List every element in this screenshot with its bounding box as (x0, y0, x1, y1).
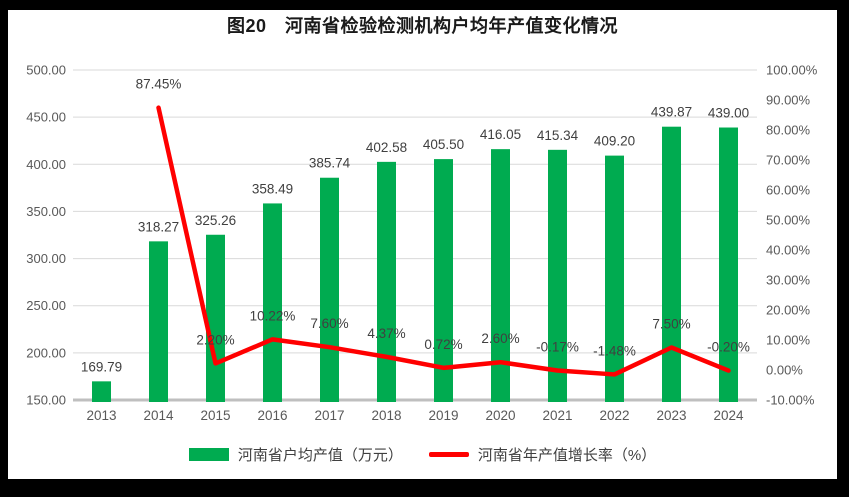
left-axis-tick-label: 400.00 (26, 157, 66, 172)
bar-value-label: 409.20 (594, 134, 635, 149)
left-axis-tick-label: 300.00 (26, 251, 66, 266)
line-value-label: 0.72% (424, 337, 462, 352)
line-value-label: -0.20% (707, 340, 750, 355)
bar-value-label: 415.34 (537, 128, 579, 143)
right-axis-tick-label: 70.00% (766, 153, 811, 168)
line-value-label: -0.17% (536, 340, 579, 355)
right-axis-tick-label: -10.00% (766, 393, 815, 408)
x-axis-tick-label: 2017 (314, 408, 344, 423)
right-axis-tick-label: 10.00% (766, 333, 811, 348)
left-axis-tick-label: 250.00 (26, 298, 66, 313)
bar-2021 (548, 149, 567, 402)
bar-2013 (92, 381, 111, 402)
line-value-label: 7.60% (310, 316, 348, 331)
chart-title: 图20 河南省检验检测机构户均年产值变化情况 (226, 16, 619, 36)
bar-value-label: 169.79 (81, 359, 122, 374)
line-value-label: 10.22% (250, 308, 296, 323)
bar-2015 (206, 234, 225, 402)
right-axis-tick-label: 0.00% (766, 363, 803, 378)
left-axis-tick-label: 200.00 (26, 345, 66, 360)
legend-label-bar-series: 河南省户均产值（万元） (237, 447, 403, 464)
bar-2023 (662, 126, 681, 402)
x-axis-tick-label: 2024 (713, 408, 744, 423)
x-axis-tick-label: 2018 (371, 408, 401, 423)
bar-value-label: 325.26 (195, 213, 236, 228)
left-axis-tick-label: 500.00 (26, 63, 66, 78)
line-value-label: -1.48% (593, 343, 636, 358)
x-axis-tick-label: 2013 (86, 408, 116, 423)
bar-value-label: 439.87 (651, 105, 692, 120)
bar-value-label: 402.58 (366, 140, 407, 155)
bar-series-swatch (188, 448, 229, 461)
left-axis-tick-label: 150.00 (26, 393, 66, 408)
legend-item-line-series: 河南省年产值增长率（%） (428, 444, 657, 465)
x-axis-tick-label: 2014 (143, 408, 174, 423)
line-value-label: 2.20% (196, 332, 234, 347)
x-axis-tick-label: 2019 (428, 408, 458, 423)
right-axis-tick-label: 50.00% (766, 213, 811, 228)
x-axis-tick-label: 2020 (485, 408, 515, 423)
bar-2019 (434, 159, 453, 402)
bar-2017 (320, 177, 339, 402)
x-axis-tick-label: 2021 (542, 408, 572, 423)
bar-2014 (149, 241, 168, 402)
x-axis-tick-label: 2016 (257, 408, 287, 423)
legend-label-line-series: 河南省年产值增长率（%） (477, 447, 657, 464)
right-axis-tick-label: 40.00% (766, 243, 811, 258)
line-value-label: 87.45% (136, 77, 182, 92)
bar-2024 (719, 127, 738, 402)
line-value-label: 2.60% (481, 331, 519, 346)
right-axis-tick-label: 100.00% (766, 63, 818, 78)
line-series-swatch (428, 452, 469, 457)
growth-rate-line (156, 105, 731, 377)
legend-item-bar-series: 河南省户均产值（万元） (188, 444, 403, 465)
bar-2020 (491, 149, 510, 402)
left-axis-tick-label: 350.00 (26, 204, 66, 219)
line-value-label: 4.37% (367, 326, 405, 341)
x-axis-tick-label: 2015 (200, 408, 230, 423)
bar-value-label: 318.27 (138, 219, 179, 234)
bar-value-label: 405.50 (423, 137, 464, 152)
bar-2018 (377, 161, 396, 402)
x-axis-tick-label: 2022 (599, 408, 629, 423)
right-axis-tick-label: 60.00% (766, 183, 811, 198)
line-value-label: 7.50% (652, 317, 690, 332)
bar-2022 (605, 155, 624, 402)
x-axis-tick-label: 2023 (656, 408, 686, 423)
bar-value-label: 439.00 (708, 106, 749, 121)
bar-value-label: 385.74 (309, 156, 351, 171)
right-axis-tick-label: 80.00% (766, 123, 811, 138)
bar-value-label: 416.05 (480, 127, 521, 142)
right-axis-tick-label: 30.00% (766, 273, 811, 288)
chart-legend: 河南省户均产值（万元） 河南省年产值增长率（%） (8, 444, 837, 465)
bar-value-label: 358.49 (252, 181, 293, 196)
left-axis-tick-label: 450.00 (26, 110, 66, 125)
right-axis-tick-label: 20.00% (766, 303, 811, 318)
bar-2016 (263, 203, 282, 402)
right-axis-tick-label: 90.00% (766, 93, 811, 108)
